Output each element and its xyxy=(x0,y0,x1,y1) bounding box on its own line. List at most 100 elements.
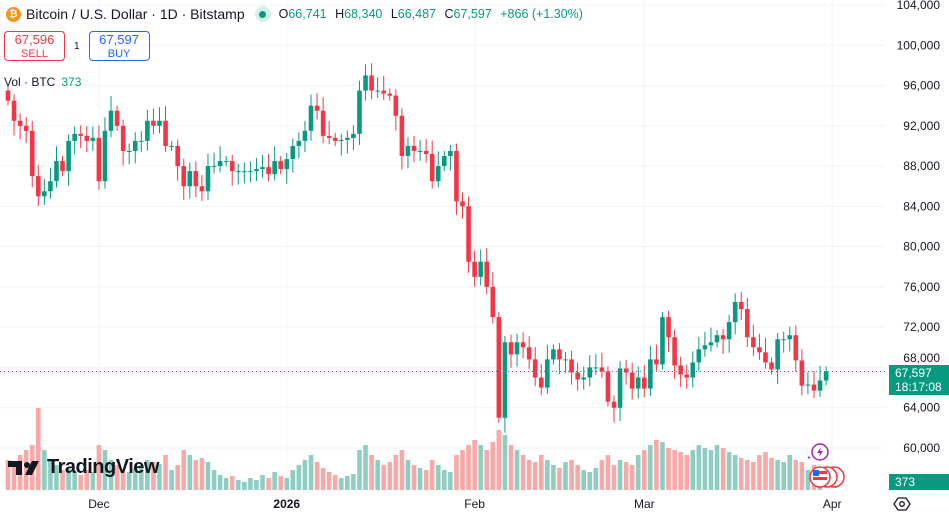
candle-body xyxy=(23,125,29,131)
volume-bar xyxy=(332,475,338,490)
candle-body xyxy=(266,167,271,175)
candle-body xyxy=(48,181,53,192)
candle-body xyxy=(187,171,193,187)
volume-bar xyxy=(490,442,496,490)
volume-bar xyxy=(538,455,544,490)
candle-body xyxy=(587,367,593,378)
volume-bar xyxy=(78,475,84,490)
candle-body xyxy=(781,339,786,341)
candle-body xyxy=(211,166,217,168)
tradingview-logo-icon xyxy=(8,460,39,475)
volume-bar xyxy=(551,465,556,490)
volume-bar xyxy=(629,465,635,490)
volume-bar xyxy=(163,455,168,490)
candle-body xyxy=(581,377,586,380)
volume-bar xyxy=(508,445,514,490)
candle-body xyxy=(54,161,59,182)
symbol-title[interactable]: Bitcoin / U.S. Dollar · 1D · Bitstamp xyxy=(26,6,245,22)
y-tick-label: 76,000 xyxy=(903,280,940,294)
candle-body xyxy=(763,352,768,363)
volume-bar xyxy=(514,450,520,490)
candle-body xyxy=(278,161,283,170)
candle-body xyxy=(690,362,696,378)
candle-body xyxy=(720,335,726,340)
market-status-icon[interactable] xyxy=(254,6,271,22)
candle-body xyxy=(708,342,714,346)
candle-body xyxy=(684,374,690,378)
volume-bar xyxy=(763,452,768,490)
volume-bar xyxy=(472,440,477,490)
us-economic-events-icon[interactable] xyxy=(808,464,852,490)
volume-bar xyxy=(520,455,526,490)
volume-bar xyxy=(702,448,708,490)
candle-body xyxy=(793,335,799,361)
candle-body xyxy=(217,161,223,167)
volume-bar xyxy=(387,462,393,490)
spread: 1 xyxy=(74,40,80,52)
settings-icon[interactable] xyxy=(893,496,911,512)
volume-bar xyxy=(496,430,502,490)
volume-bar xyxy=(381,465,387,490)
candle-body xyxy=(66,140,71,172)
candle-body xyxy=(11,100,17,121)
candle-body xyxy=(108,110,114,131)
candle-body xyxy=(817,380,823,391)
ohlc-values: O66,741 H68,340 L66,487 C67,597 +866 (+1… xyxy=(278,7,583,21)
candle-body xyxy=(435,166,441,182)
volume-bar xyxy=(611,465,617,490)
candle-body xyxy=(42,191,47,197)
volume-bar xyxy=(714,445,720,490)
candle-body xyxy=(381,90,387,94)
volume-bar xyxy=(526,460,532,490)
sell-button[interactable]: 67,596 SELL xyxy=(4,31,65,61)
volume-bar xyxy=(781,462,786,490)
tradingview-logo[interactable]: TradingView xyxy=(8,456,159,479)
candle-body xyxy=(557,349,562,360)
candle-body xyxy=(272,161,277,175)
candle-body xyxy=(751,337,756,348)
candle-body xyxy=(242,171,247,173)
candle-body xyxy=(5,90,11,101)
volume-bar xyxy=(775,460,780,490)
volume-bar xyxy=(102,450,108,490)
candle-body xyxy=(132,140,138,151)
volume-bar xyxy=(284,478,290,490)
volume-bar xyxy=(502,435,508,490)
y-tick-label: 104,000 xyxy=(897,0,941,12)
volume-bar xyxy=(266,478,271,490)
volume-bar xyxy=(302,460,308,490)
volume-bar xyxy=(11,465,17,490)
candle-body xyxy=(205,166,211,192)
candle-body xyxy=(157,120,162,126)
volume-value-label: 373 xyxy=(889,474,949,490)
x-tick-label: Feb xyxy=(464,497,485,511)
y-tick-label: 88,000 xyxy=(903,159,940,173)
y-tick-label: 68,000 xyxy=(903,351,940,365)
volume-bar xyxy=(193,460,199,490)
candle-body xyxy=(526,347,532,360)
volume-bar xyxy=(60,470,65,490)
candle-body xyxy=(654,359,659,365)
lightning-event-icon[interactable] xyxy=(806,441,832,463)
volume-bar xyxy=(745,460,750,490)
candle-body xyxy=(648,359,653,389)
candle-body xyxy=(429,154,435,182)
candle-body xyxy=(284,159,290,170)
volume-bar xyxy=(660,442,665,490)
x-tick-label: 2026 xyxy=(273,497,300,511)
volume-bar xyxy=(42,450,47,490)
volume-bar xyxy=(48,460,53,490)
candle-body xyxy=(145,120,150,141)
volume-bar xyxy=(690,450,696,490)
candle-body xyxy=(611,401,617,408)
candle-body xyxy=(229,161,235,172)
candle-body xyxy=(520,342,526,348)
volume-bar xyxy=(648,445,653,490)
volume-bar xyxy=(36,408,41,490)
volume-bar xyxy=(205,462,211,490)
volume-bar xyxy=(672,450,677,490)
buy-button[interactable]: 67,597 BUY xyxy=(88,31,150,61)
candle-body xyxy=(496,317,502,418)
volume-bar xyxy=(308,455,314,490)
